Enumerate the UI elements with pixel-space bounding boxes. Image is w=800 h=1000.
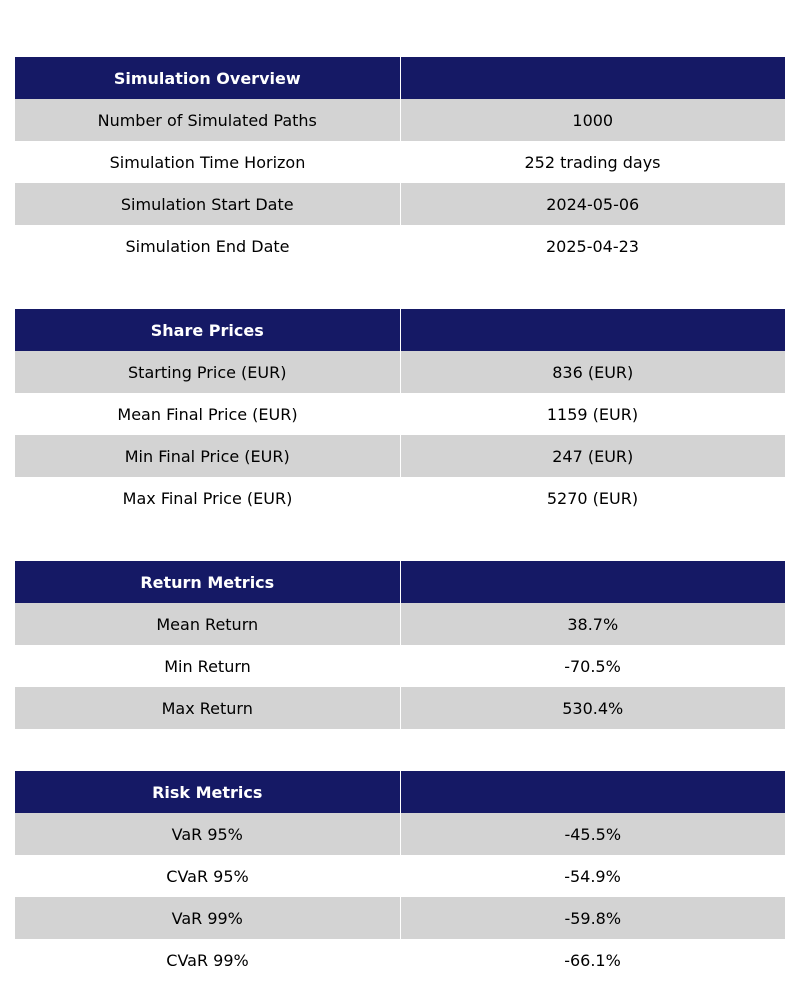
- table-row: CVaR 99% -66.1%: [15, 939, 785, 981]
- table-row: Mean Return 38.7%: [15, 603, 785, 645]
- section-title: Share Prices: [15, 309, 401, 351]
- section-spacer: [15, 519, 785, 561]
- table-row: Min Final Price (EUR) 247 (EUR): [15, 435, 785, 477]
- row-label: Max Final Price (EUR): [15, 477, 400, 519]
- row-label: VaR 99%: [15, 897, 401, 939]
- return-metrics-table: Return Metrics Mean Return 38.7% Min Ret…: [15, 561, 785, 729]
- section-title: Risk Metrics: [15, 771, 401, 813]
- table-row: Simulation End Date 2025-04-23: [15, 225, 785, 267]
- row-label: Min Final Price (EUR): [15, 435, 401, 477]
- table-header-row: Return Metrics: [15, 561, 785, 603]
- row-value: 2024-05-06: [400, 183, 785, 225]
- row-value: 1000: [400, 99, 785, 141]
- row-value: 1159 (EUR): [400, 393, 785, 435]
- table-row: Simulation Time Horizon 252 trading days: [15, 141, 785, 183]
- table-row: CVaR 95% -54.9%: [15, 855, 785, 897]
- table-row: Max Return 530.4%: [15, 687, 785, 729]
- table-row: Max Final Price (EUR) 5270 (EUR): [15, 477, 785, 519]
- table-row: Mean Final Price (EUR) 1159 (EUR): [15, 393, 785, 435]
- row-value: -66.1%: [400, 939, 785, 981]
- row-label: Simulation Time Horizon: [15, 141, 400, 183]
- section-header-value: [400, 771, 785, 813]
- row-value: -59.8%: [400, 897, 785, 939]
- row-value: 252 trading days: [400, 141, 785, 183]
- section-spacer: [15, 729, 785, 771]
- row-value: 5270 (EUR): [400, 477, 785, 519]
- row-value: 530.4%: [400, 687, 785, 729]
- row-value: 2025-04-23: [400, 225, 785, 267]
- row-label: CVaR 99%: [15, 939, 400, 981]
- row-value: 247 (EUR): [400, 435, 785, 477]
- table-row: Number of Simulated Paths 1000: [15, 99, 785, 141]
- table-header-row: Risk Metrics: [15, 771, 785, 813]
- section-header-value: [400, 57, 785, 99]
- table-row: Simulation Start Date 2024-05-06: [15, 183, 785, 225]
- table-row: Starting Price (EUR) 836 (EUR): [15, 351, 785, 393]
- row-label: CVaR 95%: [15, 855, 400, 897]
- table-row: Min Return -70.5%: [15, 645, 785, 687]
- table-row: VaR 99% -59.8%: [15, 897, 785, 939]
- section-spacer: [15, 267, 785, 309]
- section-title: Return Metrics: [15, 561, 401, 603]
- row-label: VaR 95%: [15, 813, 401, 855]
- row-label: Number of Simulated Paths: [15, 99, 401, 141]
- table-header-row: Share Prices: [15, 309, 785, 351]
- section-header-value: [400, 561, 785, 603]
- row-label: Max Return: [15, 687, 401, 729]
- row-label: Simulation Start Date: [15, 183, 401, 225]
- report-page: Simulation Overview Number of Simulated …: [15, 57, 785, 981]
- row-value: 836 (EUR): [400, 351, 785, 393]
- row-label: Simulation End Date: [15, 225, 400, 267]
- section-title: Simulation Overview: [15, 57, 401, 99]
- row-value: -45.5%: [400, 813, 785, 855]
- row-value: -70.5%: [400, 645, 785, 687]
- row-label: Mean Return: [15, 603, 401, 645]
- section-header-value: [400, 309, 785, 351]
- row-label: Min Return: [15, 645, 400, 687]
- risk-metrics-table: Risk Metrics VaR 95% -45.5% CVaR 95% -54…: [15, 771, 785, 981]
- share-prices-table: Share Prices Starting Price (EUR) 836 (E…: [15, 309, 785, 519]
- table-header-row: Simulation Overview: [15, 57, 785, 99]
- table-row: VaR 95% -45.5%: [15, 813, 785, 855]
- row-value: 38.7%: [400, 603, 785, 645]
- row-label: Starting Price (EUR): [15, 351, 401, 393]
- row-label: Mean Final Price (EUR): [15, 393, 400, 435]
- simulation-overview-table: Simulation Overview Number of Simulated …: [15, 57, 785, 267]
- row-value: -54.9%: [400, 855, 785, 897]
